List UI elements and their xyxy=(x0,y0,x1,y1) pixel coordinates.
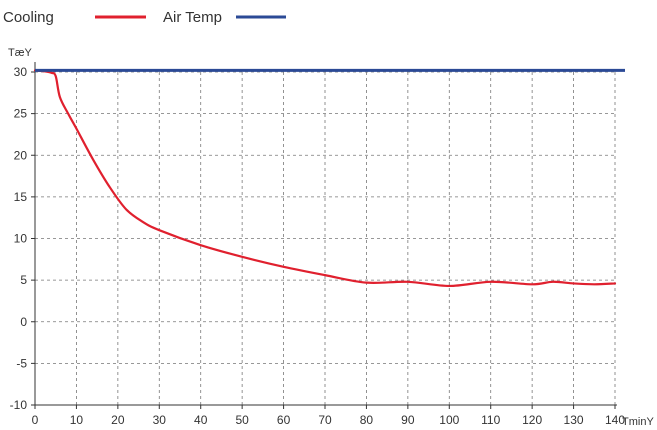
x-tick-label: 60 xyxy=(277,413,291,427)
x-tick-label: 40 xyxy=(194,413,208,427)
legend-label-air-temp: Air Temp xyxy=(163,9,222,26)
cooling-series-line xyxy=(33,69,617,288)
x-tick-label: 130 xyxy=(564,413,584,427)
x-tick-label: 120 xyxy=(522,413,542,427)
x-tick-label: 10 xyxy=(70,413,84,427)
chart-series xyxy=(33,68,625,288)
chart-axes xyxy=(31,62,617,409)
x-tick-label: 20 xyxy=(111,413,125,427)
x-tick-label: 100 xyxy=(439,413,459,427)
y-tick-label: 0 xyxy=(20,315,27,329)
y-tick-label: 5 xyxy=(20,273,27,287)
chart-grid xyxy=(35,71,616,405)
x-tick-label: 80 xyxy=(360,413,374,427)
x-tick-label: 70 xyxy=(318,413,332,427)
y-tick-label: -5 xyxy=(16,356,27,370)
chart-legend: Cooling Air Temp xyxy=(3,9,286,26)
y-axis-label: TæY xyxy=(8,47,33,59)
chart-tick-labels: 0 10 20 30 40 50 60 70 80 90 100 110 120 130 140302520… xyxy=(8,47,654,428)
x-axis-label: TminY xyxy=(622,416,654,428)
y-tick-label: -10 xyxy=(10,398,28,412)
y-tick-label: 10 xyxy=(14,232,28,246)
x-tick-label: 110 xyxy=(481,413,500,427)
x-tick-label: 90 xyxy=(401,413,415,427)
x-tick-label: 0 xyxy=(32,413,39,427)
x-tick-label: 30 xyxy=(153,413,167,427)
y-tick-label: 30 xyxy=(14,65,28,79)
y-tick-label: 15 xyxy=(14,190,28,204)
y-tick-label: 25 xyxy=(14,107,28,121)
x-tick-label: 140 xyxy=(605,413,625,427)
x-tick-label: 50 xyxy=(235,413,249,427)
legend-label-cooling: Cooling xyxy=(3,9,54,26)
y-tick-label: 20 xyxy=(14,148,28,162)
